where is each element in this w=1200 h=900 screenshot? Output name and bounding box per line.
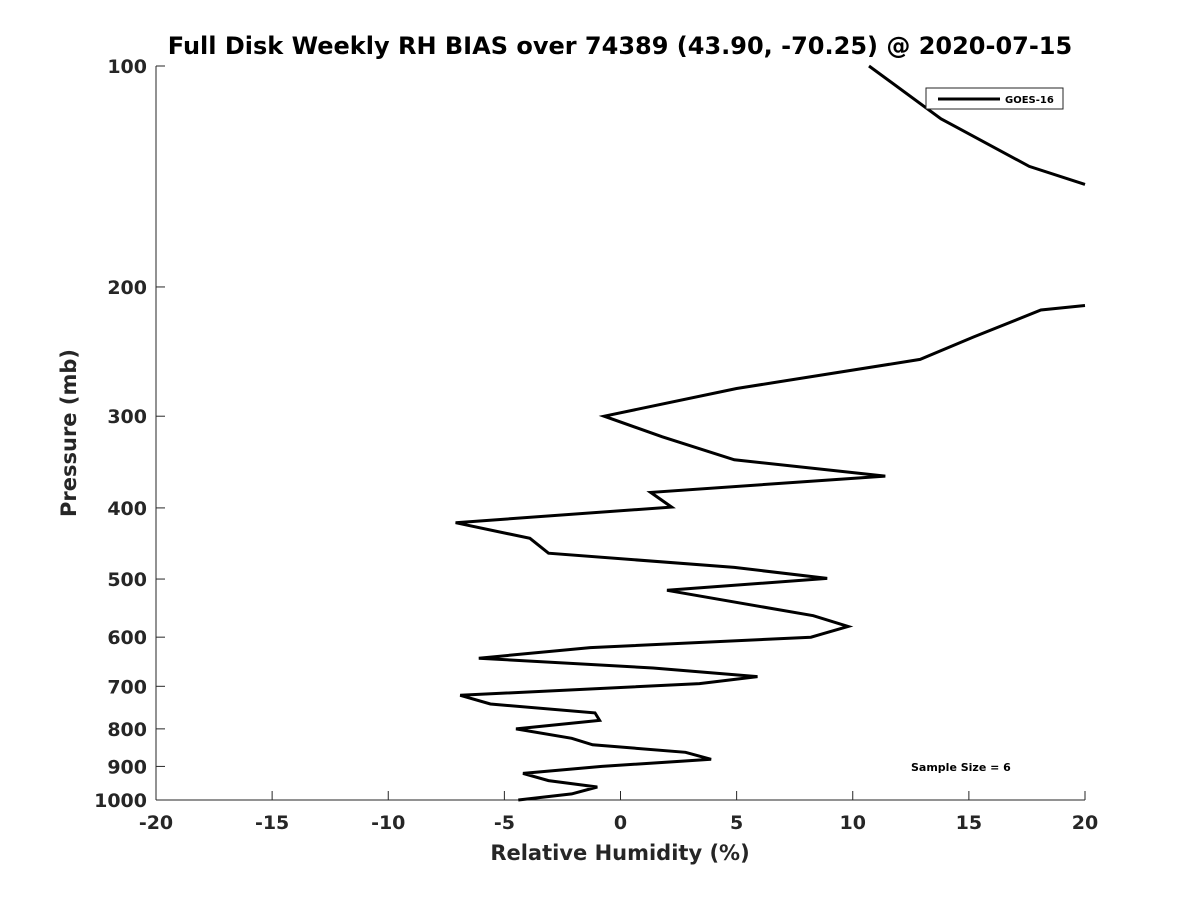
x-axis-ticks: -20 -15 -10 -5 0 5 10 15 20	[139, 791, 1098, 834]
y-tick-label: 700	[107, 676, 147, 698]
y-tick-label: 900	[107, 756, 147, 778]
series-line-segment	[868, 64, 1086, 186]
x-tick-label: -15	[255, 812, 289, 834]
series-line-segment	[455, 304, 1086, 802]
x-tick-label: 5	[730, 812, 743, 834]
chart-title: Full Disk Weekly RH BIAS over 74389 (43.…	[168, 32, 1072, 60]
x-axis-label: Relative Humidity (%)	[490, 841, 749, 865]
x-tick-label: 20	[1072, 812, 1098, 834]
x-tick-label: 10	[840, 812, 866, 834]
y-tick-label: 500	[107, 569, 147, 591]
y-tick-label: 800	[107, 719, 147, 741]
y-axis-label: Pressure (mb)	[57, 349, 81, 517]
x-tick-label: -10	[371, 812, 405, 834]
legend: GOES-16	[925, 87, 1064, 110]
y-tick-label: 600	[107, 627, 147, 649]
legend-label: GOES-16	[1005, 95, 1054, 106]
y-tick-label: 300	[107, 406, 147, 428]
x-tick-label: 0	[614, 812, 627, 834]
y-tick-label: 1000	[94, 790, 147, 812]
series-lines	[455, 64, 1086, 802]
y-tick-label: 100	[107, 56, 147, 78]
x-tick-label: -20	[139, 812, 173, 834]
x-tick-label: -5	[494, 812, 515, 834]
y-tick-label: 400	[107, 498, 147, 520]
y-axis-ticks: 100 200 300 400 500 600 700 800 900 1000	[94, 56, 165, 812]
y-tick-label: 200	[107, 277, 147, 299]
plot-area	[155, 66, 1085, 801]
x-tick-label: 15	[956, 812, 982, 834]
sample-size-annotation: Sample Size = 6	[911, 761, 1011, 774]
